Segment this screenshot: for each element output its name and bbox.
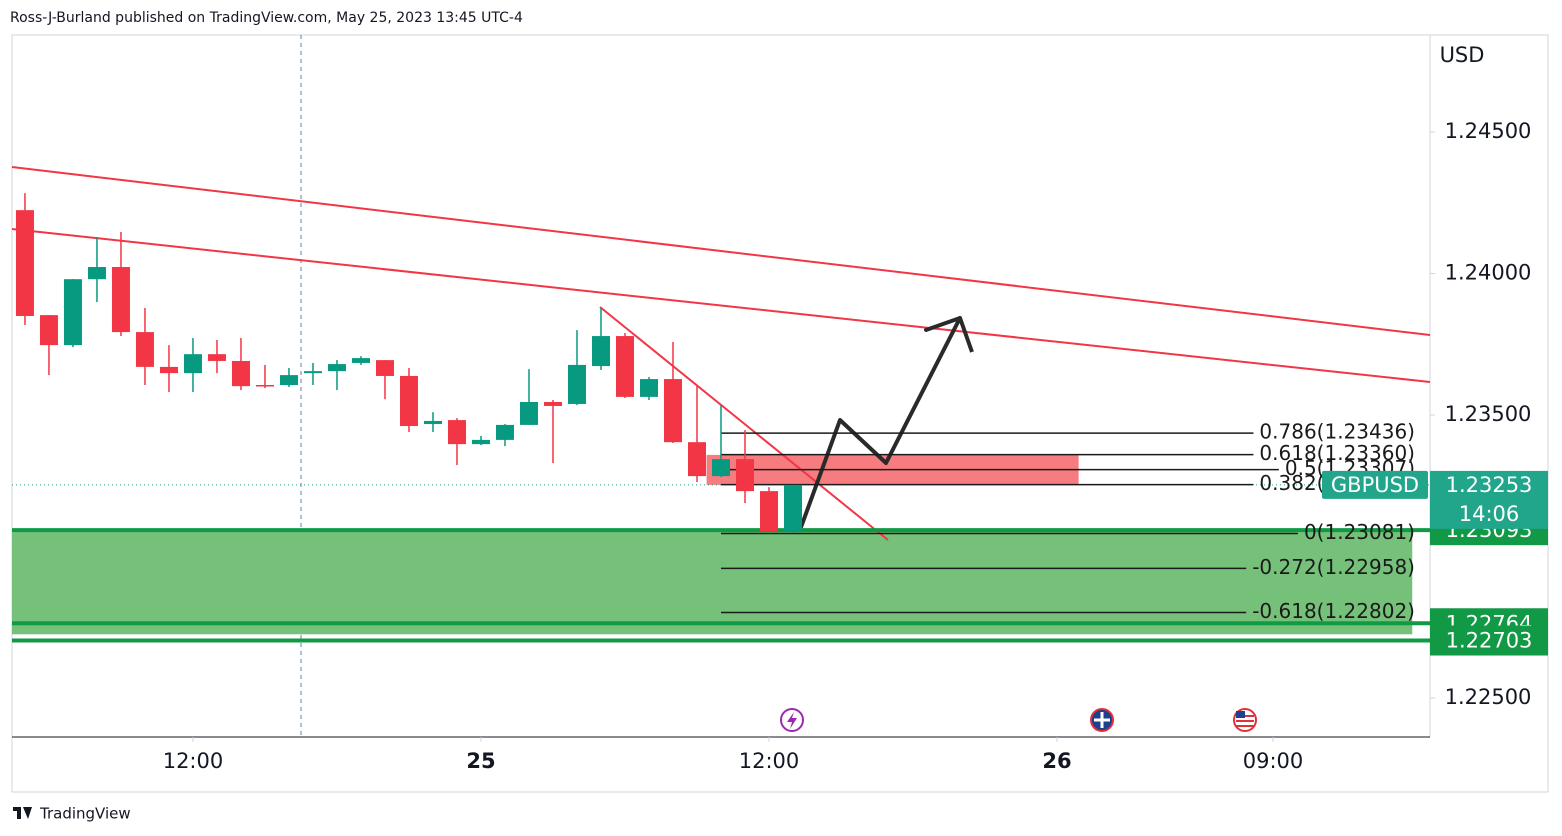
candle-body [736, 459, 755, 492]
candle-body [687, 442, 706, 477]
projection-arrow [798, 316, 974, 531]
candle-body [399, 375, 418, 427]
x-tick-label: 26 [1042, 749, 1071, 773]
candle-body [639, 379, 658, 397]
candle-body [519, 401, 538, 425]
zone [12, 530, 1413, 635]
candle-body [543, 401, 562, 406]
candle-body [63, 279, 82, 346]
candle-body [591, 336, 610, 367]
candle-body [207, 354, 226, 361]
candle-body [135, 332, 154, 367]
logo [13, 807, 32, 819]
price-label: 1.23253 [1446, 473, 1533, 497]
candle-body [231, 360, 250, 387]
fib-label: 0(1.23081) [1304, 520, 1415, 544]
candle-body [183, 354, 202, 374]
candle-body [615, 336, 634, 397]
trendline [11, 228, 1431, 383]
candle-body [375, 360, 394, 376]
lightning [787, 712, 797, 729]
candle-body [760, 491, 779, 532]
trendline [599, 306, 889, 541]
countdown: 14:06 [1459, 502, 1520, 526]
y-tick-label: 1.24500 [1445, 119, 1532, 143]
candle-body [39, 315, 58, 346]
symbol-tag [1322, 470, 1428, 499]
candle-body [784, 484, 803, 532]
currency: USD [1440, 43, 1485, 67]
candle-body [471, 439, 490, 445]
fib-label: 0.618(1.23360) [1259, 441, 1415, 465]
y-tick-label: 1.23500 [1445, 402, 1532, 426]
candle-body [87, 267, 106, 280]
level-tag-label: 1.22703 [1446, 629, 1533, 653]
x-tick-label: 12:00 [163, 749, 224, 773]
x-tick-label: 12:00 [739, 749, 800, 773]
y-tick-label: 1.22500 [1445, 685, 1532, 709]
candle-body [303, 371, 322, 374]
candle-body [327, 364, 346, 372]
x-tick-label: 09:00 [1243, 749, 1304, 773]
candle-body [711, 459, 731, 477]
candle-body [159, 366, 178, 374]
x-tick-label: 25 [466, 749, 495, 773]
candle-body [567, 364, 586, 404]
candle-body [447, 420, 466, 445]
fib-label: -0.272(1.22958) [1252, 555, 1415, 579]
header: Ross-J-Burland published on TradingView.… [10, 10, 523, 26]
level-tag [1430, 625, 1548, 656]
arrow-head [924, 316, 962, 332]
candle-body [279, 375, 298, 386]
symbol-label: GBPUSD [1331, 473, 1419, 497]
candle-body [423, 420, 442, 425]
candle-body [495, 424, 514, 440]
candle-body [111, 267, 130, 333]
fib-label: -0.618(1.22802) [1252, 599, 1415, 623]
candle-body [663, 379, 682, 443]
footer: TradingView [39, 805, 131, 823]
candle-body [15, 210, 34, 316]
frame [11, 34, 1549, 793]
candle-body [255, 385, 274, 387]
fib-label: 0.786(1.23436) [1259, 420, 1415, 444]
price-tag [1430, 470, 1548, 529]
y-tick-label: 1.24000 [1445, 261, 1532, 285]
trendline [11, 166, 1431, 336]
uk-cross [1094, 712, 1110, 728]
candle-body [351, 358, 370, 363]
us-canton [1236, 711, 1245, 718]
